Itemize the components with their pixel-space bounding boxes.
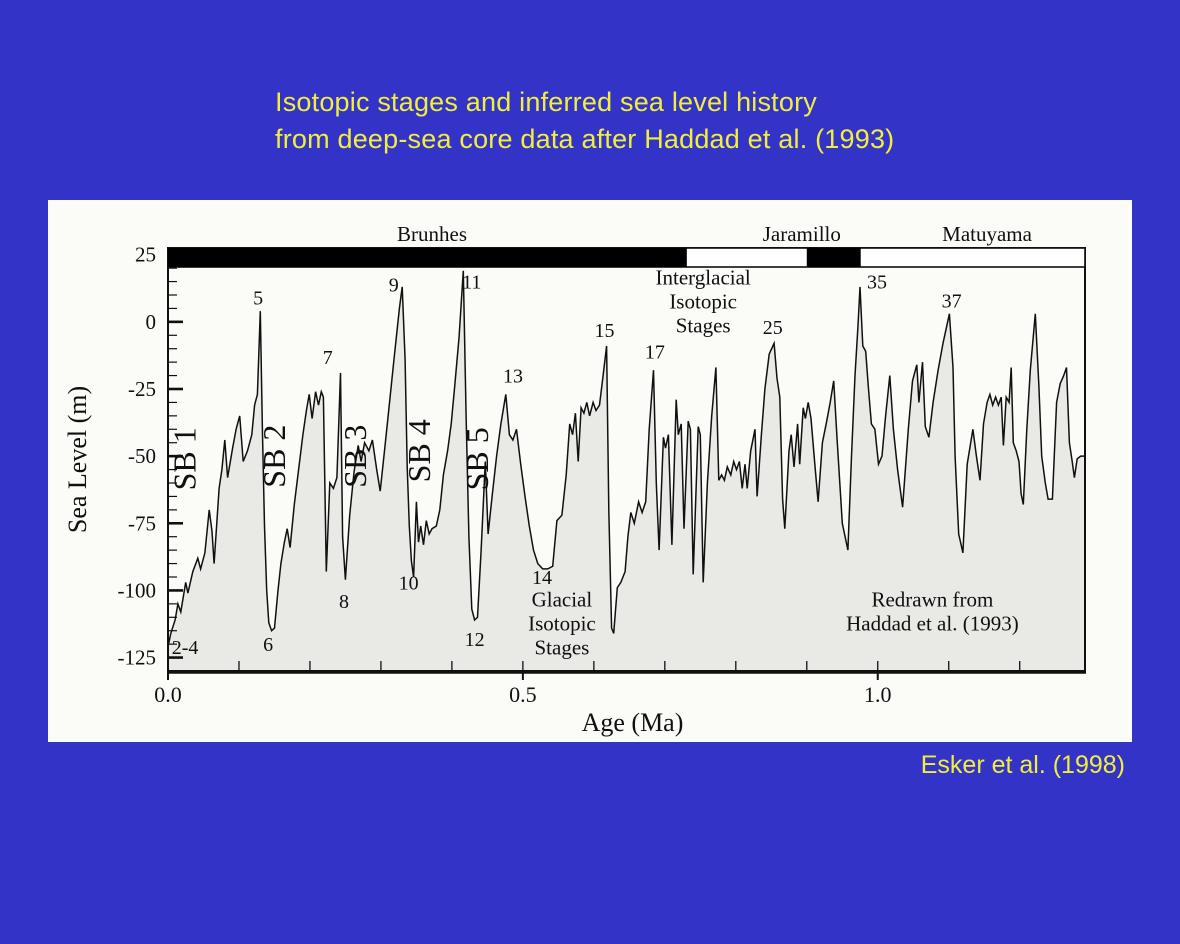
chron-label: Jaramillo — [763, 222, 841, 246]
citation-text: Esker et al. (1998) — [920, 751, 1125, 779]
annotation-line: Redrawn from — [871, 588, 993, 612]
slide-title: Isotopic stages and inferred sea level h… — [275, 84, 894, 158]
stage-label: 9 — [389, 274, 399, 296]
y-tick-label: -50 — [128, 444, 156, 468]
y-tick-label: -100 — [118, 578, 157, 602]
stage-label: 15 — [594, 320, 614, 342]
annotation-line: Haddad et al. (1993) — [846, 612, 1019, 636]
sequence-boundary-label: SB 4 — [401, 419, 437, 482]
sequence-boundary-label: SB 5 — [459, 427, 495, 490]
stage-label: 8 — [339, 591, 349, 613]
annotation-line: Isotopic — [528, 612, 596, 636]
stage-label: 12 — [465, 629, 485, 651]
y-tick-label: 0 — [146, 310, 157, 334]
annotation-line: Isotopic — [669, 289, 737, 313]
annotation-line: Interglacial — [656, 265, 751, 289]
chart-panel: 25 0 -25 -50 -75 -100 -125 0.0 0.5 1.0 Brunhes Jara… — [48, 200, 1132, 742]
y-tick-label: -125 — [118, 646, 157, 670]
annotation-text: Interglacial Isotopic Stages — [656, 265, 751, 337]
stage-label: 11 — [462, 272, 481, 294]
x-tick-label: 0.0 — [154, 682, 182, 707]
stage-label: 6 — [263, 634, 273, 656]
polarity-segment-normal — [806, 248, 861, 267]
y-tick-label: -25 — [128, 377, 156, 401]
sequence-boundary-label: SB 1 — [167, 427, 203, 490]
stage-label: 14 — [532, 567, 552, 589]
annotation-text: Glacial Isotopic Stages — [528, 588, 596, 660]
stage-label: 25 — [763, 317, 783, 339]
stage-label: 37 — [942, 290, 962, 312]
y-axis-title: Sea Level (m) — [63, 386, 92, 533]
x-axis-title: Age (Ma) — [582, 708, 684, 737]
y-tick-label: 25 — [135, 243, 156, 267]
stage-label: 10 — [399, 572, 419, 594]
sea-level-chart: 25 0 -25 -50 -75 -100 -125 0.0 0.5 1.0 Brunhes Jara… — [63, 222, 1086, 737]
y-tick-label: -75 — [128, 511, 156, 535]
chron-label: Brunhes — [397, 222, 467, 246]
stage-label: 7 — [323, 347, 333, 369]
chron-label: Matuyama — [942, 222, 1032, 246]
stage-label: 17 — [645, 341, 665, 363]
stage-label: 13 — [503, 366, 523, 388]
title-line-2: from deep-sea core data after Haddad et … — [275, 124, 895, 154]
title-line-1: Isotopic stages and inferred sea level h… — [275, 87, 817, 117]
sea-level-curve — [167, 270, 1085, 647]
annotation-line: Stages — [534, 636, 589, 660]
annotation-line: Glacial — [532, 588, 593, 612]
sequence-boundary-label: SB 3 — [337, 425, 373, 488]
annotation-line: Stages — [676, 313, 731, 337]
stage-label: 5 — [253, 288, 263, 310]
sequence-boundary-label: SB 2 — [256, 425, 292, 488]
polarity-segment-normal — [168, 248, 687, 267]
stage-label: 35 — [867, 272, 887, 294]
x-tick-label: 1.0 — [864, 682, 892, 707]
x-tick-label: 0.5 — [509, 682, 537, 707]
annotation-text: Redrawn from Haddad et al. (1993) — [846, 588, 1019, 636]
stage-label: 2-4 — [172, 637, 199, 659]
